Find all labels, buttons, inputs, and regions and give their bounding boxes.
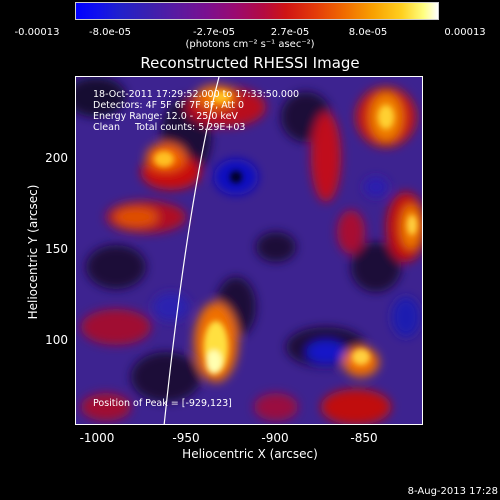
colorbar-tick: 0.00013 xyxy=(444,27,486,38)
x-tick-label: -1000 xyxy=(79,431,115,445)
colorbar-tick: -8.0e-05 xyxy=(89,27,131,38)
y-axis-label: Heliocentric Y (arcsec) xyxy=(26,184,40,320)
heatmap-graphic xyxy=(76,77,422,424)
y-tick-label: 200 xyxy=(45,151,68,165)
peak-position-text: Position of Peak = [-929,123] xyxy=(93,398,232,409)
energy-range-text: Energy Range: 12.0 - 25.0 keV xyxy=(93,111,238,122)
x-tick-label: -850 xyxy=(350,431,378,445)
colorbar-unit: (photons cm⁻² s⁻¹ asec⁻²) xyxy=(185,39,315,50)
y-tick-label: 100 xyxy=(45,333,68,347)
x-tick-label: -900 xyxy=(261,431,289,445)
x-axis-label: Heliocentric X (arcsec) xyxy=(182,447,318,461)
colorbar-tick: -2.7e-05 xyxy=(193,27,235,38)
colorbar-tick: 8.0e-05 xyxy=(348,27,388,38)
time-range-text: 18-Oct-2011 17:29:52.000 to 17:33:50.000 xyxy=(93,89,300,100)
footer-date: 8-Aug-2013 17:28 xyxy=(407,486,498,497)
rhessi-image xyxy=(75,76,423,425)
colorbar-tick: 2.7e-05 xyxy=(270,27,310,38)
x-tick-label: -950 xyxy=(172,431,200,445)
solar-limb-line xyxy=(163,77,220,424)
clean-counts-text: Clean Total counts: 5.29E+03 xyxy=(93,122,246,133)
image-title: Reconstructed RHESSI Image xyxy=(140,54,360,72)
detectors-text: Detectors: 4F 5F 6F 7F 8F, Att 0 xyxy=(93,100,245,111)
y-tick-label: 150 xyxy=(45,242,68,256)
colorbar xyxy=(75,2,439,20)
colorbar-tick: -0.00013 xyxy=(14,27,60,38)
